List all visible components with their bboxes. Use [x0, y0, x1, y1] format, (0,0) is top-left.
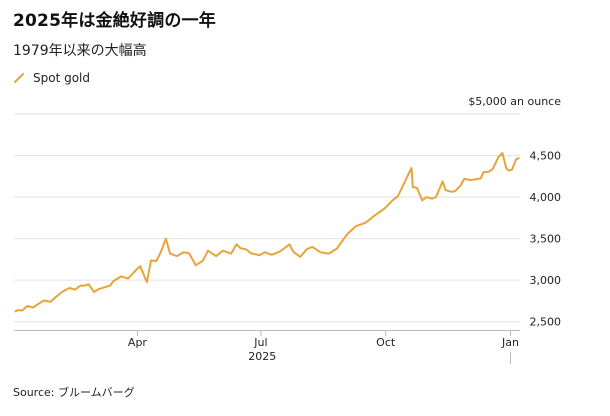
source-note: Source: ブルームバーグ	[13, 386, 135, 399]
y-tick-label: 3,000	[530, 274, 562, 287]
y-axis: 2,500 3,000 3,500 4,000 4,500 $5,000 an ounce	[468, 95, 561, 329]
y-unit-label: $5,000 an ounce	[468, 95, 561, 108]
y-tick-label: 4,500	[530, 150, 562, 163]
y-tick-label: 3,500	[530, 233, 562, 246]
x-tick-label: Jan	[501, 336, 519, 349]
y-tick-label: 4,000	[530, 191, 562, 204]
chart-subtitle: 1979年以来の大幅高	[13, 43, 147, 59]
grid	[14, 113, 520, 323]
x-tick-label: Apr	[128, 336, 148, 349]
x-tick-label: Jul	[253, 336, 267, 349]
legend: Spot gold	[13, 71, 90, 85]
x-axis: Apr Jul Oct Jan 2025	[14, 330, 520, 364]
legend-label: Spot gold	[33, 71, 91, 85]
chart-title: 2025年は金絶好調の一年	[13, 11, 216, 31]
legend-swatch	[14, 73, 24, 83]
y-tick-label: 2,500	[530, 316, 562, 329]
series-line-spot-gold	[14, 152, 520, 313]
x-tick-label: Oct	[376, 336, 396, 349]
x-year-label: 2025	[248, 350, 276, 363]
